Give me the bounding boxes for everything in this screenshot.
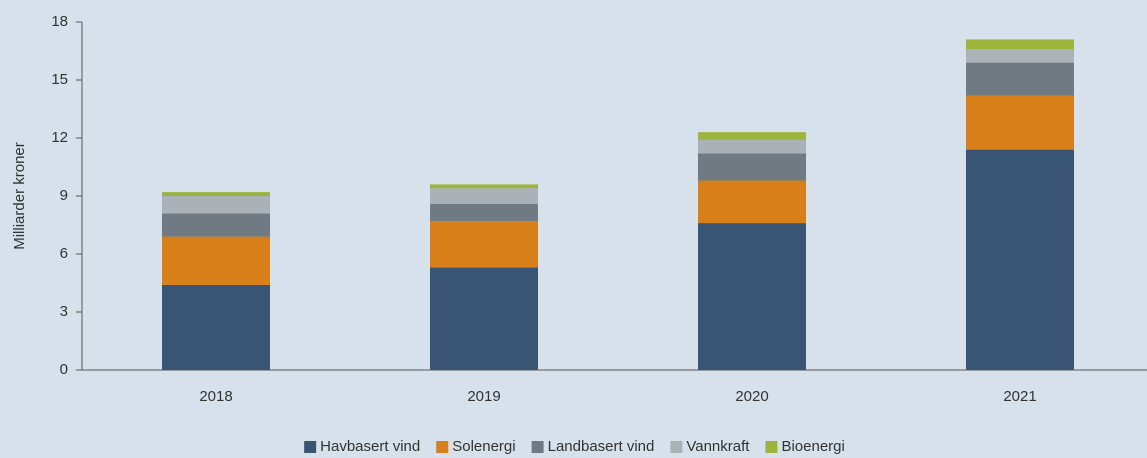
bar-segment bbox=[430, 221, 538, 268]
bar-segment bbox=[698, 153, 806, 181]
bar-segment bbox=[966, 39, 1074, 50]
legend-swatch bbox=[436, 441, 449, 453]
y-tick-label: 3 bbox=[60, 303, 68, 320]
legend: Havbasert vind Solenergi Landbasert vind Va… bbox=[304, 438, 845, 455]
bar-segment bbox=[698, 132, 806, 140]
legend-label: Landbasert vind bbox=[548, 438, 655, 455]
bar-segment bbox=[162, 236, 270, 285]
x-tick-label: 2020 bbox=[735, 388, 768, 405]
x-tick-label: 2018 bbox=[199, 388, 232, 405]
legend-label: Solenergi bbox=[452, 438, 515, 455]
y-tick-label: 18 bbox=[51, 13, 68, 30]
legend-swatch bbox=[670, 441, 683, 453]
y-tick-label: 6 bbox=[60, 245, 68, 262]
bar-segment bbox=[430, 203, 538, 222]
bar-segment bbox=[162, 284, 270, 370]
bar-segment bbox=[966, 49, 1074, 63]
y-axis-label: Milliarder kroner bbox=[11, 142, 28, 250]
bar-segment bbox=[430, 267, 538, 370]
bar-segment bbox=[162, 196, 270, 214]
bar-segment bbox=[698, 180, 806, 224]
bar-segment bbox=[162, 192, 270, 196]
x-tick-label: 2019 bbox=[467, 388, 500, 405]
legend-swatch bbox=[304, 441, 317, 453]
bar-segment bbox=[430, 188, 538, 204]
bar-segment bbox=[162, 213, 270, 237]
legend-label: Vannkraft bbox=[686, 438, 750, 455]
legend-swatch bbox=[765, 441, 778, 453]
bar-segment bbox=[966, 95, 1074, 150]
y-tick-label: 0 bbox=[60, 361, 68, 378]
bar-segment bbox=[698, 139, 806, 154]
bar-segment bbox=[430, 184, 538, 189]
bar-segment bbox=[698, 223, 806, 370]
x-tick-label: 2021 bbox=[1003, 388, 1036, 405]
y-tick-label: 15 bbox=[51, 71, 68, 88]
legend-label: Havbasert vind bbox=[320, 438, 420, 455]
y-tick-label: 9 bbox=[60, 187, 68, 204]
legend-label: Bioenergi bbox=[781, 438, 844, 455]
bar-segment bbox=[966, 62, 1074, 96]
y-tick-label: 12 bbox=[51, 129, 68, 146]
legend-swatch bbox=[531, 441, 544, 453]
bar-segment bbox=[966, 149, 1074, 370]
